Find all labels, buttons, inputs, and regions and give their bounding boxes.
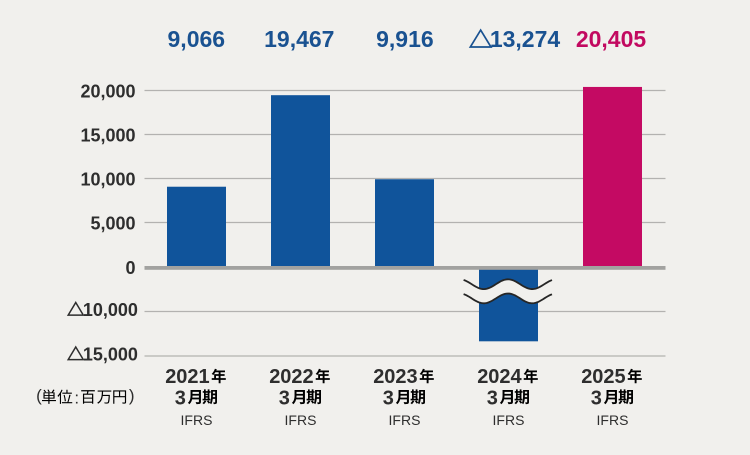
svg-text:9,066: 9,066 [168, 26, 226, 52]
svg-text::: : [74, 388, 79, 407]
svg-text:19,467: 19,467 [264, 26, 334, 52]
svg-text:IFRS: IFRS [181, 412, 213, 428]
svg-text:IFRS: IFRS [389, 412, 421, 428]
svg-text:20,000: 20,000 [80, 81, 135, 101]
svg-text:3: 3 [591, 387, 602, 409]
svg-text:10,000: 10,000 [80, 169, 135, 189]
svg-text:2021: 2021 [165, 366, 210, 388]
svg-text:3: 3 [175, 387, 186, 409]
svg-text:9,916: 9,916 [376, 26, 434, 52]
svg-text:3: 3 [279, 387, 290, 409]
svg-text:IFRS: IFRS [597, 412, 629, 428]
svg-text:(: ( [36, 386, 42, 405]
svg-text:): ) [129, 386, 135, 405]
svg-text:IFRS: IFRS [493, 412, 525, 428]
svg-text:2023: 2023 [373, 366, 418, 388]
svg-text:13,274: 13,274 [490, 26, 561, 52]
svg-text:15,000: 15,000 [83, 345, 138, 365]
svg-text:2025: 2025 [581, 366, 626, 388]
svg-text:2022: 2022 [269, 366, 314, 388]
svg-text:0: 0 [125, 258, 135, 278]
svg-text:20,405: 20,405 [576, 26, 647, 52]
svg-text:3: 3 [487, 387, 498, 409]
svg-text:2024: 2024 [477, 366, 522, 388]
svg-text:10,000: 10,000 [83, 300, 138, 320]
svg-text:5,000: 5,000 [90, 213, 135, 233]
svg-text:15,000: 15,000 [80, 125, 135, 145]
svg-text:3: 3 [383, 387, 394, 409]
svg-text:IFRS: IFRS [285, 412, 317, 428]
